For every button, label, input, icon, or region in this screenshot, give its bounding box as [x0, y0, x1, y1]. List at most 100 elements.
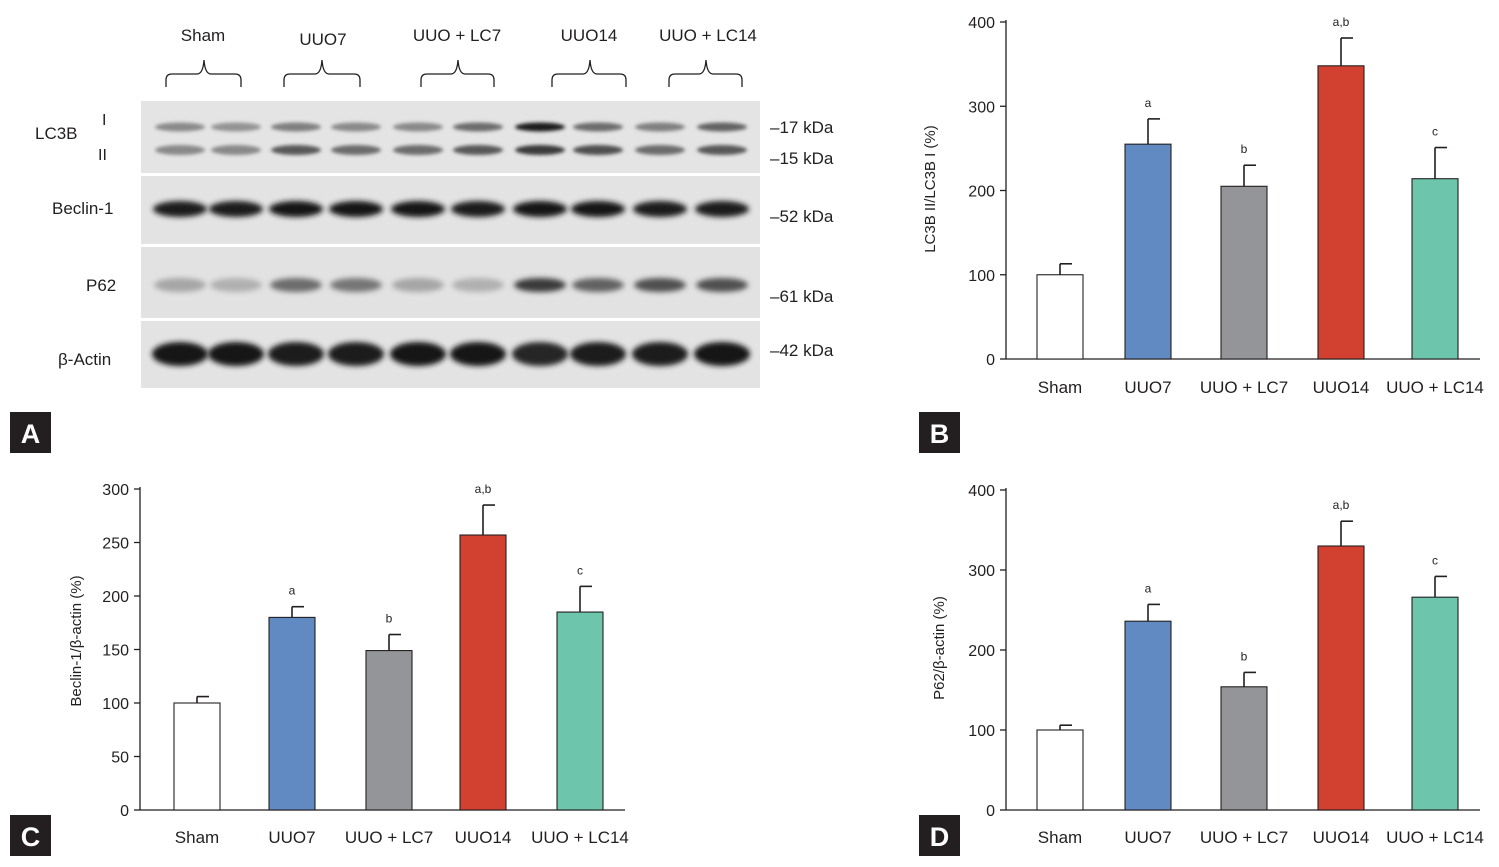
significance-label: a	[1145, 96, 1152, 110]
bar	[1036, 729, 1084, 811]
blot-band	[392, 278, 444, 292]
bar	[173, 702, 221, 811]
y-tick-label: 300	[102, 482, 129, 499]
blot-band	[271, 145, 321, 155]
blot-band	[512, 342, 568, 366]
blot-group-label: UUO7	[299, 30, 346, 49]
kda-marker: –17 kDa	[770, 118, 834, 137]
panel-badge-b: B	[919, 412, 960, 453]
y-tick-label: 200	[102, 589, 129, 606]
bar	[1220, 185, 1268, 360]
blot-band	[572, 278, 624, 292]
bar	[268, 616, 316, 811]
svg-text:C: C	[21, 822, 41, 852]
bar	[1411, 596, 1459, 811]
x-tick-label: Sham	[1038, 828, 1082, 847]
y-tick-label: 150	[102, 643, 129, 660]
x-tick-label: UUO + LC7	[1200, 828, 1288, 847]
blot-band	[697, 122, 747, 132]
blot-band	[155, 145, 205, 155]
x-tick-label: UUO + LC7	[345, 828, 433, 847]
blot-band	[514, 278, 566, 292]
blot-bands	[152, 122, 750, 366]
bar-chart-beclin1: 0 50 100 150 200 250 300 Beclin-1/β-actin (%) Sh…	[68, 482, 629, 847]
x-tick-label: Sham	[175, 828, 219, 847]
blot-band	[393, 122, 443, 132]
y-tick-label: 100	[968, 723, 995, 740]
bar	[1124, 620, 1172, 811]
blot-band	[152, 342, 208, 366]
x-tick-label: UUO7	[1124, 828, 1171, 847]
bar	[556, 611, 604, 811]
blot-group-label: UUO + LC14	[659, 26, 757, 45]
kda-marker: –52 kDa	[770, 207, 834, 226]
blot-row-label: LC3B	[35, 124, 78, 143]
group-brace	[420, 59, 495, 87]
blot-band	[331, 145, 381, 155]
y-tick-label: 300	[968, 563, 995, 580]
significance-label: a,b	[1333, 498, 1350, 512]
svg-text:A: A	[21, 419, 41, 449]
western-blot-panel: Sham UUO7 UUO + LC7 UUO14 UUO + LC14 LC3…	[35, 26, 834, 388]
blot-band	[515, 145, 565, 155]
blot-band	[695, 201, 749, 217]
y-axis-label: Beclin-1/β-actin (%)	[68, 575, 85, 706]
blot-band	[153, 201, 207, 217]
y-tick-label: 100	[968, 268, 995, 285]
bar-chart-lc3b-ratio: 0 100 200 300 400 LC3B II/LC3B I (%) Sham a UUO7…	[922, 15, 1484, 397]
blot-band	[696, 278, 748, 292]
y-tick-label: 400	[968, 483, 995, 500]
blot-group-label: UUO + LC7	[413, 26, 501, 45]
blot-group-label: UUO14	[561, 26, 618, 45]
bar	[1220, 686, 1268, 811]
significance-label: a,b	[475, 482, 492, 496]
bar	[459, 534, 507, 811]
bar	[1411, 178, 1459, 360]
group-braces	[165, 59, 743, 87]
panel-badge-a: A	[10, 412, 51, 453]
blot-row-label: β-Actin	[58, 350, 111, 369]
y-axis-label: P62/β-actin (%)	[931, 596, 948, 700]
y-tick-label: 200	[968, 643, 995, 660]
y-tick-label: 0	[120, 803, 129, 820]
blot-band	[208, 342, 264, 366]
x-tick-label: UUO14	[1313, 828, 1370, 847]
group-brace	[283, 59, 361, 87]
x-tick-label: UUO14	[455, 828, 512, 847]
x-tick-label: UUO + LC14	[1386, 378, 1484, 397]
blot-row-sublabel: II	[98, 147, 107, 164]
blot-band	[697, 145, 747, 155]
blot-band	[635, 122, 685, 132]
group-brace	[551, 59, 627, 87]
kda-marker: –42 kDa	[770, 341, 834, 360]
blot-band	[450, 342, 506, 366]
blot-band	[633, 201, 687, 217]
kda-marker: –61 kDa	[770, 287, 834, 306]
y-axis-label: LC3B II/LC3B I (%)	[922, 125, 939, 253]
x-tick-label: UUO + LC14	[1386, 828, 1484, 847]
x-tick-label: UUO + LC7	[1200, 378, 1288, 397]
bar	[1317, 65, 1365, 360]
blot-band	[694, 342, 750, 366]
significance-label: c	[1432, 553, 1438, 567]
blot-row-label: Beclin-1	[52, 199, 113, 218]
blot-band	[571, 201, 625, 217]
blot-band	[452, 278, 504, 292]
x-tick-label: UUO7	[1124, 378, 1171, 397]
y-tick-label: 400	[968, 15, 995, 32]
blot-group-label: Sham	[181, 26, 225, 45]
y-tick-label: 0	[986, 352, 995, 369]
blot-band	[328, 342, 384, 366]
bar	[1124, 143, 1172, 360]
blot-band	[154, 278, 206, 292]
x-tick-label: UUO + LC14	[531, 828, 629, 847]
blot-band	[211, 145, 261, 155]
bar	[1317, 545, 1365, 811]
panel-badge-d: D	[919, 815, 960, 856]
x-tick-label: UUO14	[1313, 378, 1370, 397]
significance-label: c	[1432, 125, 1438, 139]
blot-band	[513, 201, 567, 217]
blot-band	[268, 342, 324, 366]
blot-band	[329, 201, 383, 217]
